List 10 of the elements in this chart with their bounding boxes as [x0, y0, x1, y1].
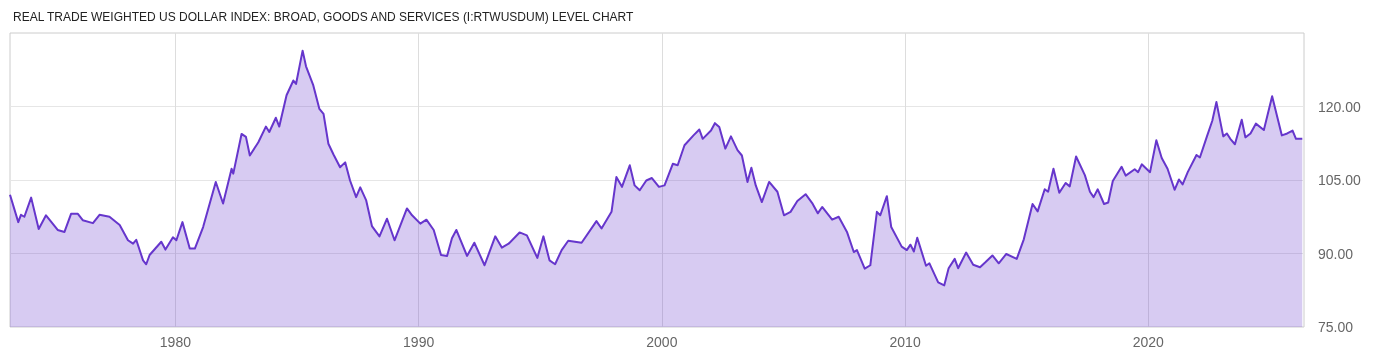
chart-title: REAL TRADE WEIGHTED US DOLLAR INDEX: BROAD, GOODS AND SERVICES (I:RTWUSDUM) LEVEL CHART: [13, 10, 635, 24]
y-tick-label: 120.00: [1318, 98, 1362, 115]
y-tick-label: 75.00: [1318, 319, 1354, 335]
x-tick-label: 2000: [646, 334, 678, 350]
x-tick-label: 1980: [159, 334, 192, 350]
y-tick-label: 105.00: [1318, 172, 1362, 188]
x-tick-label: 1990: [403, 334, 435, 350]
x-tick-label: 2010: [889, 334, 921, 350]
x-tick-label: 2020: [1132, 334, 1165, 350]
y-tick-label: 90.00: [1318, 245, 1354, 262]
